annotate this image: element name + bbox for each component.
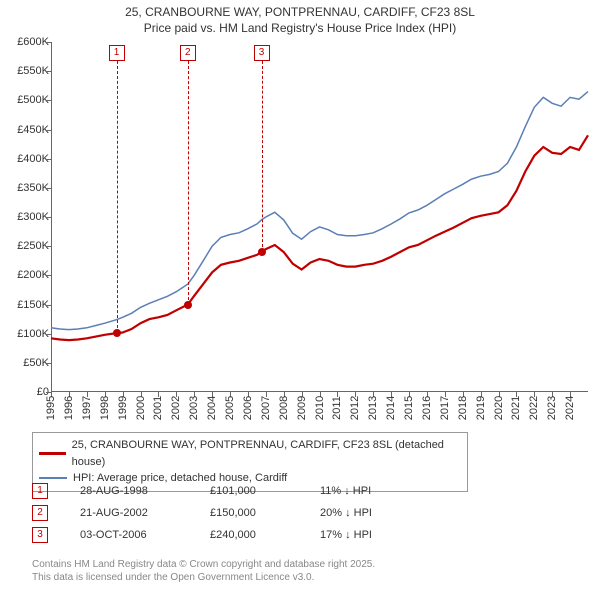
y-axis-label: £150K bbox=[4, 299, 49, 311]
y-tick bbox=[46, 42, 51, 43]
x-axis-label: 1996 bbox=[63, 396, 75, 420]
sale-marker-box: 1 bbox=[109, 45, 125, 61]
sales-table: 1 28-AUG-1998 £101,000 11% ↓ HPI 2 21-AU… bbox=[32, 480, 410, 546]
chart-container: £0£50K£100K£150K£200K£250K£300K£350K£400… bbox=[8, 42, 592, 422]
y-axis-label: £50K bbox=[4, 357, 49, 369]
x-axis-label: 2018 bbox=[457, 396, 469, 420]
sale-marker-dot bbox=[113, 329, 121, 337]
sale-date: 21-AUG-2002 bbox=[80, 507, 210, 519]
sale-price: £150,000 bbox=[210, 507, 320, 519]
x-axis-label: 2009 bbox=[296, 396, 308, 420]
x-axis-label: 2016 bbox=[421, 396, 433, 420]
sale-num-box: 2 bbox=[32, 505, 48, 521]
y-axis-label: £100K bbox=[4, 328, 49, 340]
footer-attrib: Contains HM Land Registry data © Crown c… bbox=[32, 558, 375, 584]
x-axis-label: 2005 bbox=[224, 396, 236, 420]
x-axis-label: 2022 bbox=[528, 396, 540, 420]
y-axis-label: £400K bbox=[4, 153, 49, 165]
legend-label-property: 25, CRANBOURNE WAY, PONTPRENNAU, CARDIFF… bbox=[72, 437, 461, 470]
x-axis-label: 2008 bbox=[278, 396, 290, 420]
y-axis-label: £550K bbox=[4, 65, 49, 77]
sale-date: 28-AUG-1998 bbox=[80, 485, 210, 497]
sale-price: £240,000 bbox=[210, 529, 320, 541]
y-tick bbox=[46, 334, 51, 335]
chart-title-line1: 25, CRANBOURNE WAY, PONTPRENNAU, CARDIFF… bbox=[0, 4, 600, 20]
footer-line2: This data is licensed under the Open Gov… bbox=[32, 571, 375, 584]
x-axis-label: 2019 bbox=[475, 396, 487, 420]
x-axis-label: 2007 bbox=[260, 396, 272, 420]
sale-pct: 20% ↓ HPI bbox=[320, 507, 410, 519]
chart-title-line2: Price paid vs. HM Land Registry's House … bbox=[0, 20, 600, 36]
x-axis-label: 2011 bbox=[331, 396, 343, 420]
x-axis-label: 2021 bbox=[510, 396, 522, 420]
x-axis-label: 2023 bbox=[546, 396, 558, 420]
y-axis-label: £600K bbox=[4, 36, 49, 48]
x-axis-label: 2024 bbox=[564, 396, 576, 420]
sale-marker-line bbox=[262, 61, 263, 252]
sale-marker-box: 3 bbox=[254, 45, 270, 61]
y-axis-label: £450K bbox=[4, 124, 49, 136]
y-tick bbox=[46, 188, 51, 189]
y-tick bbox=[46, 130, 51, 131]
y-tick bbox=[46, 246, 51, 247]
legend-swatch-hpi bbox=[39, 477, 67, 479]
legend-swatch-property bbox=[39, 452, 66, 455]
y-axis-label: £300K bbox=[4, 211, 49, 223]
chart-title-block: 25, CRANBOURNE WAY, PONTPRENNAU, CARDIFF… bbox=[0, 0, 600, 36]
y-axis-label: £350K bbox=[4, 182, 49, 194]
x-axis-label: 1995 bbox=[45, 396, 57, 420]
y-tick bbox=[46, 159, 51, 160]
x-axis-label: 2004 bbox=[206, 396, 218, 420]
sale-marker-box: 2 bbox=[180, 45, 196, 61]
sale-price: £101,000 bbox=[210, 485, 320, 497]
footer-line1: Contains HM Land Registry data © Crown c… bbox=[32, 558, 375, 571]
x-axis-label: 2001 bbox=[152, 396, 164, 420]
y-axis-label: £250K bbox=[4, 240, 49, 252]
y-axis-label: £0 bbox=[4, 386, 49, 398]
y-tick bbox=[46, 363, 51, 364]
x-axis-label: 1999 bbox=[117, 396, 129, 420]
x-axis-label: 2010 bbox=[314, 396, 326, 420]
y-tick bbox=[46, 217, 51, 218]
legend-item-property: 25, CRANBOURNE WAY, PONTPRENNAU, CARDIFF… bbox=[39, 437, 461, 470]
y-tick bbox=[46, 71, 51, 72]
sale-pct: 11% ↓ HPI bbox=[320, 485, 410, 497]
x-axis-label: 2013 bbox=[367, 396, 379, 420]
table-row: 2 21-AUG-2002 £150,000 20% ↓ HPI bbox=[32, 502, 410, 524]
y-tick bbox=[46, 305, 51, 306]
y-axis-label: £200K bbox=[4, 269, 49, 281]
y-tick bbox=[46, 100, 51, 101]
x-axis-label: 2006 bbox=[242, 396, 254, 420]
sale-pct: 17% ↓ HPI bbox=[320, 529, 410, 541]
x-axis-label: 1998 bbox=[99, 396, 111, 420]
table-row: 3 03-OCT-2006 £240,000 17% ↓ HPI bbox=[32, 524, 410, 546]
y-tick bbox=[46, 275, 51, 276]
x-axis-label: 2017 bbox=[439, 396, 451, 420]
x-axis-label: 2002 bbox=[170, 396, 182, 420]
hpi-line bbox=[51, 92, 588, 330]
x-axis-label: 2020 bbox=[493, 396, 505, 420]
x-axis-label: 2003 bbox=[188, 396, 200, 420]
table-row: 1 28-AUG-1998 £101,000 11% ↓ HPI bbox=[32, 480, 410, 502]
sale-date: 03-OCT-2006 bbox=[80, 529, 210, 541]
sale-marker-line bbox=[188, 61, 189, 305]
x-axis-label: 2012 bbox=[349, 396, 361, 420]
sale-marker-line bbox=[117, 61, 118, 333]
property-line bbox=[51, 135, 588, 340]
x-axis-label: 2015 bbox=[403, 396, 415, 420]
sale-marker-dot bbox=[258, 248, 266, 256]
x-axis-label: 2014 bbox=[385, 396, 397, 420]
x-axis-label: 2000 bbox=[135, 396, 147, 420]
x-axis-label: 1997 bbox=[81, 396, 93, 420]
sale-num-box: 1 bbox=[32, 483, 48, 499]
y-axis-label: £500K bbox=[4, 94, 49, 106]
sale-num-box: 3 bbox=[32, 527, 48, 543]
line-chart-svg bbox=[51, 42, 588, 392]
sale-marker-dot bbox=[184, 301, 192, 309]
